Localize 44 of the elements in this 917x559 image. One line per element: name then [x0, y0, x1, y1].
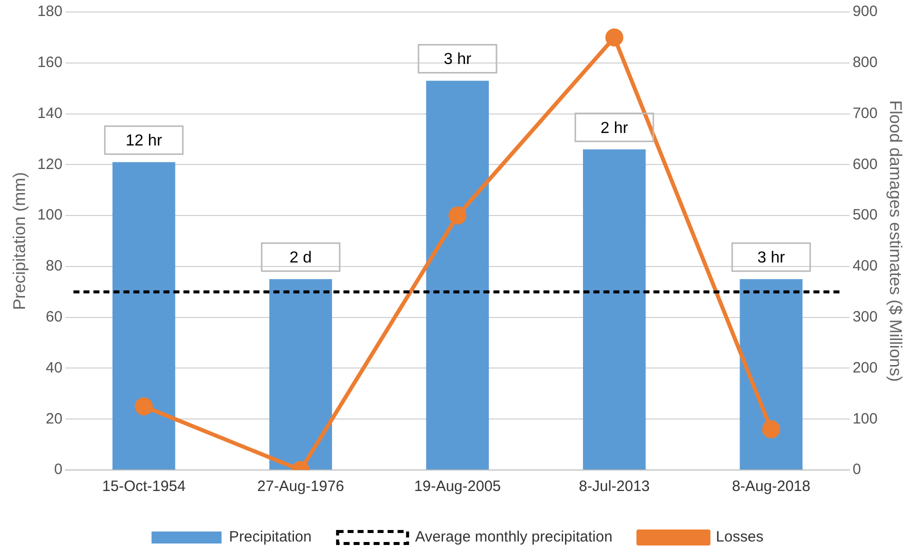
annotation: 12 hr [126, 132, 163, 150]
y2-tick-label: 600 [852, 156, 878, 173]
bar [582, 149, 646, 470]
annotation: 3 hr [757, 250, 786, 267]
point [605, 28, 624, 46]
y2-tick-label: 500 [852, 206, 878, 224]
y2-tick-label: 800 [852, 54, 878, 72]
point [762, 420, 780, 438]
y-tick-label: 180 [37, 3, 62, 20]
y-axis-title: Precipitation (mm) [10, 172, 29, 310]
y-tick-label: 60 [46, 308, 62, 326]
y-tick-label: 100 [37, 206, 62, 224]
y-tick-label: 160 [37, 54, 62, 72]
annotation: 2 hr [600, 120, 629, 137]
y2-tick-label: 100 [852, 410, 878, 428]
y2-tick-label: 0 [852, 461, 861, 478]
annotation: 3 hr [444, 51, 472, 68]
x-tick-label: 8-Aug-2018 [732, 478, 810, 496]
annotation: 2 d [290, 250, 312, 267]
y2-tick-label: 300 [852, 308, 878, 326]
y2-tick-label: 900 [852, 3, 878, 20]
legend-label: Precipitation [229, 528, 312, 546]
bar [740, 279, 803, 470]
x-tick-label: 15-Oct-1954 [102, 478, 186, 496]
legend-label: Losses [716, 528, 764, 546]
x-tick-label: 27-Aug-1976 [257, 478, 344, 496]
y2-tick-label: 200 [852, 359, 878, 376]
y2-tick-label: 400 [852, 258, 878, 275]
bar [426, 80, 489, 470]
x-tick-label: 8-Jul-2013 [578, 478, 650, 496]
y-tick-label: 140 [37, 104, 62, 122]
y-tick-label: 120 [37, 156, 62, 173]
point [134, 397, 153, 416]
y2-axis-title: Flood damages estimates ($ Millions) [886, 100, 906, 382]
y-tick-label: 20 [46, 410, 62, 428]
y-tick-label: 40 [46, 359, 62, 376]
y-tick-label: 80 [46, 258, 62, 275]
point [448, 206, 466, 225]
y-tick-label: 0 [54, 461, 62, 478]
legend-label: Average monthly precipitation [415, 528, 612, 546]
y2-tick-label: 700 [852, 104, 878, 122]
bar [269, 279, 332, 470]
x-tick-label: 19-Aug-2005 [414, 478, 501, 496]
bar [112, 162, 176, 470]
